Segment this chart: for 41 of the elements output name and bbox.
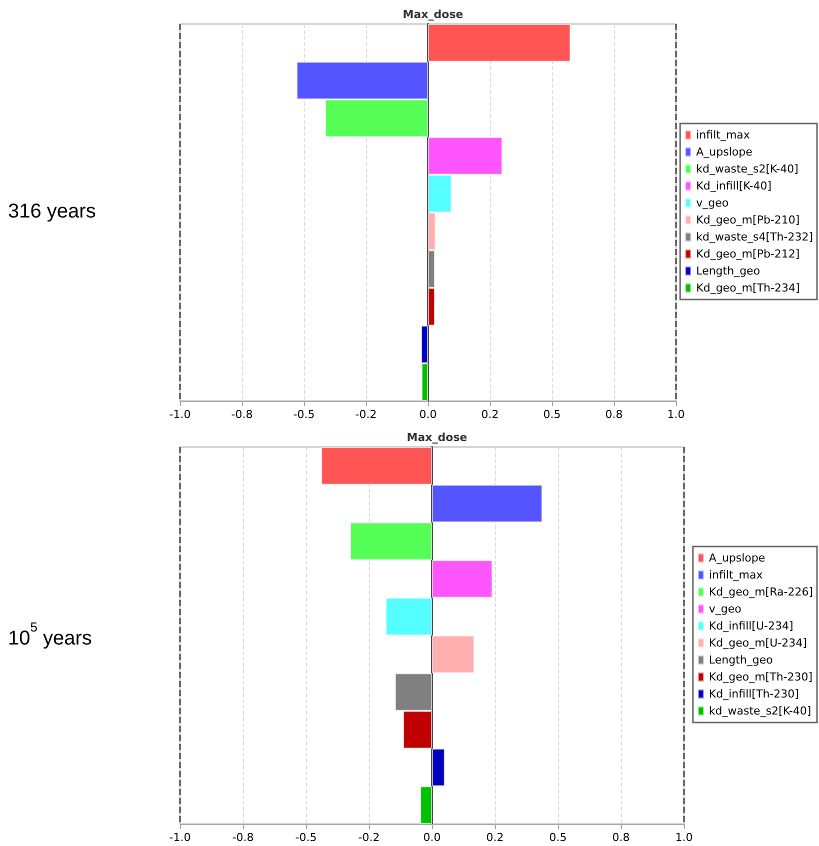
x-tick-label: -0.8 (231, 408, 253, 421)
legend-label: A_upslope (708, 552, 766, 564)
legend-label: kd_waste_s2[K-40] (708, 704, 812, 718)
x-tick-label: -0.5 (293, 408, 315, 421)
x-tick-label: 1.0 (667, 408, 685, 421)
legend-label: Kd_geo_m[U-234] (708, 636, 807, 650)
legend-label: Kd_geo_m[Pb-212] (696, 248, 800, 260)
x-tick-label: 0.5 (543, 408, 561, 421)
x-tick-label: -0.8 (232, 831, 254, 844)
y-axis-title: 316 years (8, 200, 96, 222)
x-tick-label: -1.0 (169, 831, 191, 844)
x-tick-label: 0.8 (605, 408, 623, 421)
legend-label: Kd_geo_m[Pb-210] (696, 214, 800, 226)
legend-label: Kd_geo_m[Th-230] (708, 670, 813, 684)
x-tick-label: -0.2 (358, 831, 380, 844)
legend-label: Kd_geo_m[Ra-226] (708, 586, 814, 598)
x-tick-label: 1.0 (675, 831, 693, 844)
x-tick-label: -0.5 (295, 831, 317, 844)
x-tick-label: 0.2 (486, 831, 504, 844)
x-tick-label: 0.8 (612, 831, 630, 844)
legend-label: v_geo (696, 196, 729, 210)
x-tick-label: 0.2 (481, 408, 499, 421)
legend-label: Kd_infill[K-40] (696, 180, 772, 192)
legend-label: Kd_infill[Th-230] (708, 688, 799, 700)
legend-label: A_upslope (696, 146, 753, 158)
x-tick-label: 0.5 (549, 831, 567, 844)
legend-label: Length_geo (696, 264, 760, 278)
legend-label: Kd_infill[U-234] (708, 620, 794, 632)
legend-label: Kd_geo_m[Th-234] (696, 282, 800, 294)
legend-label: Length_geo (708, 654, 774, 666)
x-tick-label: -0.2 (355, 408, 377, 421)
chart-title: Max_dose (402, 8, 464, 21)
legend-label: infilt_max (696, 128, 750, 142)
x-tick-label: -1.0 (169, 408, 191, 421)
legend-label: kd_waste_s4[Th-232] (696, 230, 814, 244)
legend-label: infilt_max (708, 568, 764, 582)
chart-title: Max_dose (406, 431, 468, 444)
legend-label: v_geo (708, 602, 742, 616)
x-tick-label: 0.0 (423, 831, 441, 844)
legend-label: kd_waste_s2[K-40] (696, 162, 798, 176)
x-tick-label: 0.0 (419, 408, 437, 421)
